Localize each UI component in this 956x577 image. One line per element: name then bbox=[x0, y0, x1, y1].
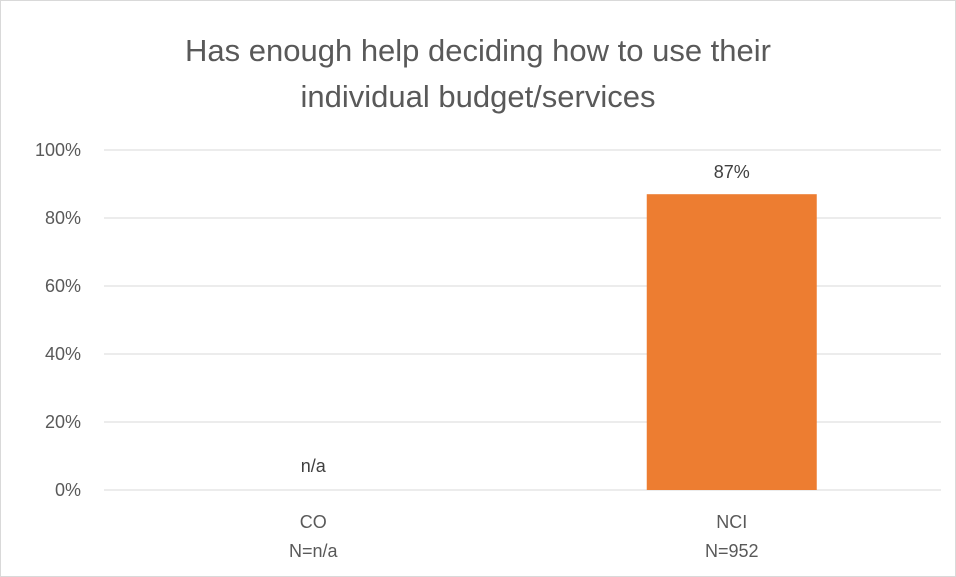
data-label: 87% bbox=[714, 162, 750, 182]
bars bbox=[646, 194, 817, 490]
x-category-n-label: N=952 bbox=[705, 541, 759, 561]
y-tick-label: 40% bbox=[45, 344, 81, 364]
y-axis-ticks: 0% 20% 40% 60% 80% 100% bbox=[35, 140, 81, 500]
y-tick-label: 60% bbox=[45, 276, 81, 296]
x-category-n-label: N=n/a bbox=[289, 541, 339, 561]
x-axis-categories: CO N=n/a NCI N=952 bbox=[289, 512, 759, 561]
data-label: n/a bbox=[301, 456, 327, 476]
x-category-label: NCI bbox=[716, 512, 747, 532]
x-category-label: CO bbox=[300, 512, 327, 532]
bar-nci bbox=[646, 194, 817, 490]
chart-title-line-2: individual budget/services bbox=[301, 79, 656, 114]
y-tick-label: 0% bbox=[55, 480, 81, 500]
data-labels: n/a 87% bbox=[301, 162, 750, 476]
y-tick-label: 20% bbox=[45, 412, 81, 432]
y-tick-label: 100% bbox=[35, 140, 81, 160]
y-tick-label: 80% bbox=[45, 208, 81, 228]
chart-title-line-1: Has enough help deciding how to use thei… bbox=[185, 33, 771, 68]
